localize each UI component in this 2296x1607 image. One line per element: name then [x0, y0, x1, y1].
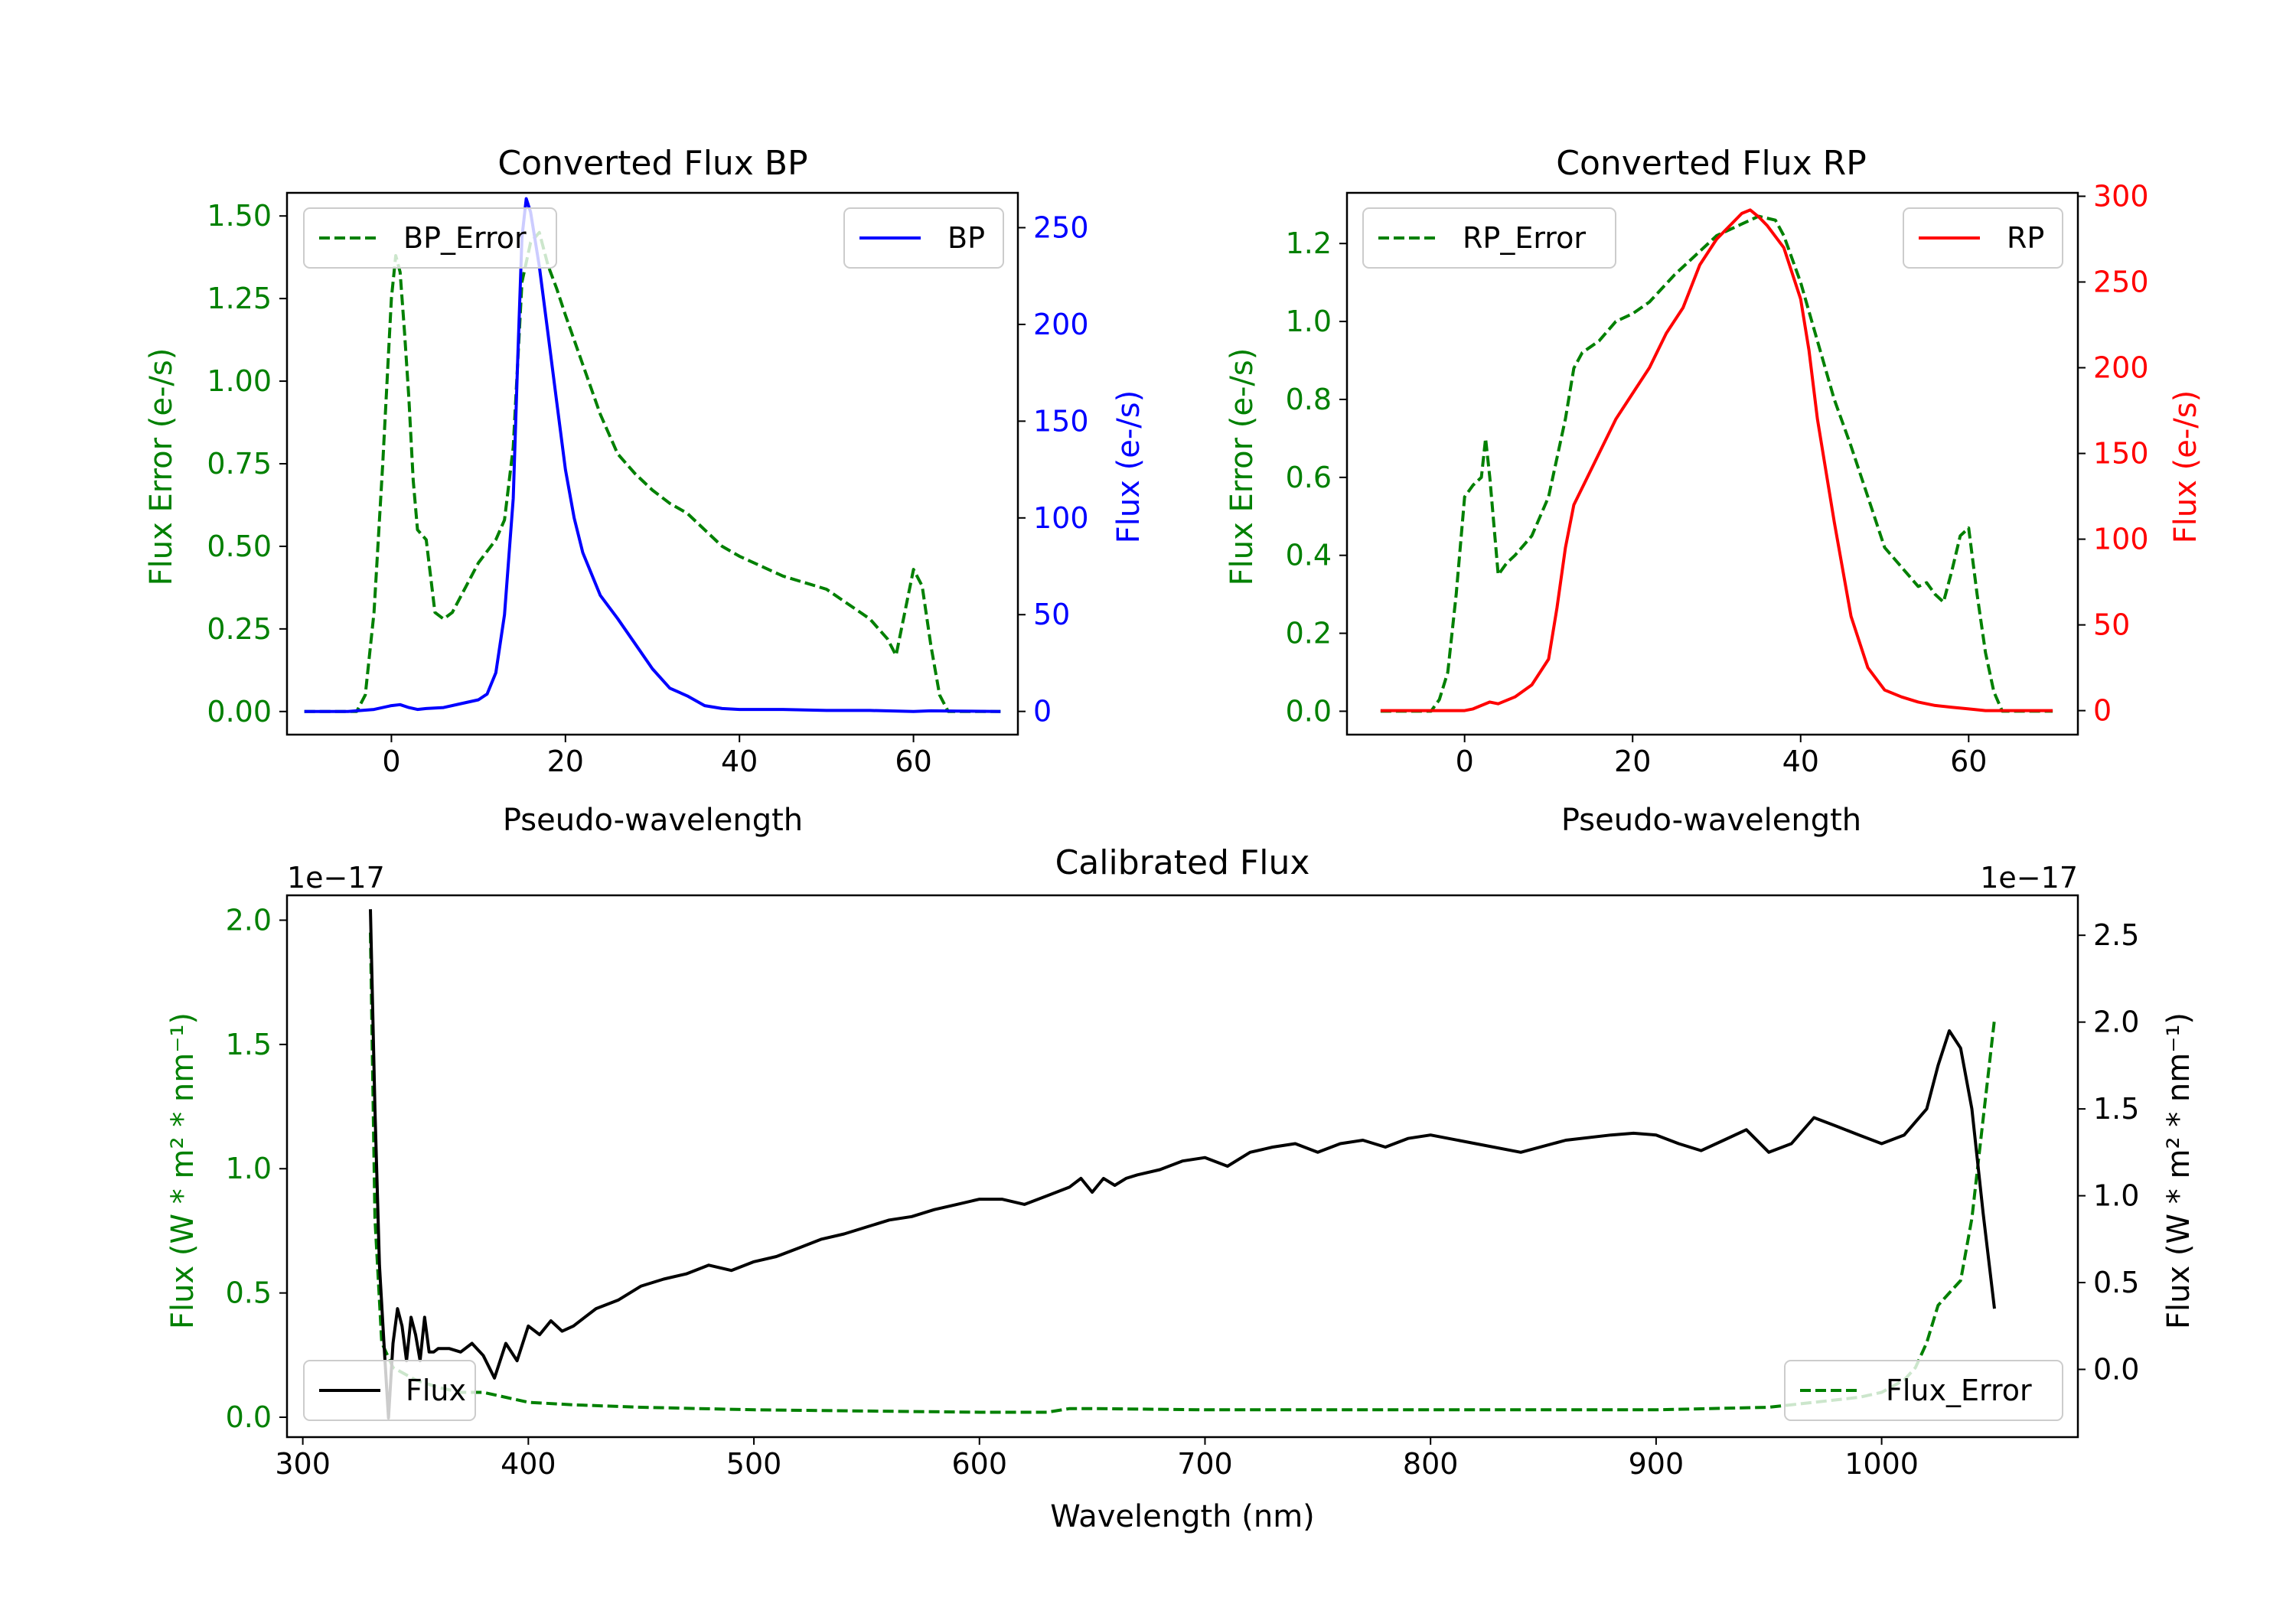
- rp-axes-frame: [1345, 191, 2079, 736]
- cal-xtick-label: 800: [1403, 1447, 1459, 1481]
- rp-ytick-left-label: 1.2: [1286, 227, 1332, 260]
- cal-ytick-left-label: 2.0: [226, 903, 272, 937]
- cal-xlabel: Wavelength (nm): [1050, 1499, 1315, 1534]
- bp-series-bp: [304, 197, 1001, 713]
- bp-xlabel: Pseudo-wavelength: [503, 803, 803, 838]
- cal-title: Calibrated Flux: [1055, 843, 1310, 882]
- cal-xtick-label: 300: [275, 1447, 331, 1481]
- cal-ytick-right-label: 0.0: [2093, 1353, 2139, 1387]
- cal-offset-right: 1e−17: [1980, 861, 2078, 895]
- cal-ytick-left-label: 1.0: [226, 1152, 272, 1185]
- bp-ytick-left-label: 0.50: [207, 530, 272, 563]
- rp-ytick-right-label: 300: [2093, 179, 2149, 213]
- rp-series-rp-error: [1380, 214, 2053, 713]
- calibrated-subplot: Calibrated Flux Wavelength (nm) Flux (W …: [165, 843, 2197, 1534]
- rp-series-rp: [1380, 208, 2053, 712]
- bp-ytick-left-label: 0.00: [207, 695, 272, 729]
- cal-xtick-label: 400: [501, 1447, 556, 1481]
- rp-xtick-label: 60: [1950, 745, 1987, 778]
- cal-ytick-right-label: 2.0: [2093, 1006, 2139, 1039]
- cal-axes-frame: [285, 894, 2079, 1439]
- cal-ylabel-left: Flux (W * m² * nm⁻¹): [165, 1012, 201, 1329]
- rp-ytick-left-label: 0.2: [1286, 617, 1332, 650]
- rp-ytick-right-label: 0: [2093, 694, 2112, 728]
- bp-xtick-label: 20: [547, 745, 584, 778]
- rp-ytick-right-label: 200: [2093, 351, 2149, 385]
- bp-ytick-left-label: 0.75: [207, 447, 272, 481]
- cal-ytick-right-label: 2.5: [2093, 918, 2139, 952]
- bp-xtick-label: 0: [382, 745, 400, 778]
- cal-ytick-right-label: 0.5: [2093, 1266, 2139, 1299]
- bp-ytick-right-label: 100: [1033, 501, 1089, 535]
- cal-offset-left: 1e−17: [287, 861, 385, 895]
- cal-ytick-right-label: 1.0: [2093, 1179, 2139, 1213]
- bp-legend-error-label: BP_Error: [403, 221, 527, 255]
- cal-xtick-label: 1000: [1844, 1447, 1919, 1481]
- bp-ytick-left-label: 1.50: [207, 199, 272, 233]
- rp-xlabel: Pseudo-wavelength: [1561, 803, 1861, 838]
- rp-ytick-left-label: 0.4: [1286, 539, 1332, 572]
- cal-ylabel-right: Flux (W * m² * nm⁻¹): [2161, 1012, 2197, 1329]
- cal-ytick-left-label: 1.5: [226, 1028, 272, 1061]
- bp-ytick-right-label: 150: [1033, 404, 1089, 438]
- bp-legend-flux: BP: [843, 207, 1004, 269]
- bp-ylabel-left: Flux Error (e-/s): [144, 348, 179, 586]
- rp-legend-flux-label: RP: [2007, 221, 2044, 255]
- cal-xtick-label: 500: [726, 1447, 782, 1481]
- rp-ytick-right-label: 100: [2093, 523, 2149, 556]
- bp-xtick-label: 40: [721, 745, 758, 778]
- rp-title: Converted Flux RP: [1556, 144, 1867, 183]
- rp-ytick-right-label: 50: [2093, 608, 2130, 642]
- bp-title: Converted Flux BP: [497, 144, 807, 183]
- cal-legend-flux: Flux: [303, 1360, 476, 1421]
- bp-ytick-right-label: 0: [1033, 695, 1052, 729]
- cal-ytick-right-label: 1.5: [2093, 1092, 2139, 1126]
- cal-legend-error-label: Flux_Error: [1886, 1374, 2032, 1407]
- rp-ylabel-left: Flux Error (e-/s): [1225, 348, 1260, 586]
- bp-ytick-right-label: 250: [1033, 211, 1089, 245]
- cal-ytick-left-label: 0.0: [226, 1400, 272, 1434]
- cal-xtick-label: 900: [1629, 1447, 1684, 1481]
- rp-ytick-left-label: 1.0: [1286, 305, 1332, 338]
- bp-legend-error: BP_Error: [303, 207, 557, 269]
- cal-legend-flux-label: Flux: [406, 1374, 466, 1407]
- bp-xtick-label: 60: [895, 745, 931, 778]
- rp-ytick-left-label: 0.6: [1286, 461, 1332, 494]
- cal-xtick-label: 700: [1177, 1447, 1233, 1481]
- cal-series-flux: [369, 909, 1996, 1420]
- rp-ylabel-right: Flux (e-/s): [2168, 390, 2203, 543]
- cal-legend-error: Flux_Error: [1784, 1360, 2063, 1421]
- bp-ytick-left-label: 1.25: [207, 282, 272, 315]
- rp-ytick-left-label: 0.8: [1286, 383, 1332, 416]
- rp-legend-error: RP_Error: [1362, 207, 1616, 269]
- bp-ytick-right-label: 50: [1033, 598, 1070, 631]
- rp-legend-flux: RP: [1903, 207, 2063, 269]
- bp-axes-frame: [285, 191, 1019, 736]
- cal-ytick-left-label: 0.5: [226, 1276, 272, 1310]
- bp-ytick-right-label: 200: [1033, 308, 1089, 341]
- bp-legend-flux-label: BP: [947, 221, 985, 255]
- rp-ytick-right-label: 250: [2093, 266, 2149, 299]
- bp-ylabel-right: Flux (e-/s): [1111, 390, 1146, 543]
- rp-legend-error-label: RP_Error: [1463, 221, 1586, 255]
- bp-ytick-left-label: 0.25: [207, 612, 272, 646]
- cal-xtick-label: 600: [951, 1447, 1007, 1481]
- bp-subplot: Converted Flux BP Pseudo-wavelength Flux…: [144, 144, 1146, 838]
- rp-xtick-label: 20: [1614, 745, 1651, 778]
- bp-ytick-left-label: 1.00: [207, 364, 272, 398]
- rp-ytick-right-label: 150: [2093, 437, 2149, 471]
- rp-ytick-left-label: 0.0: [1286, 694, 1332, 728]
- rp-xtick-label: 40: [1782, 745, 1819, 778]
- rp-xtick-label: 0: [1456, 745, 1474, 778]
- rp-subplot: Converted Flux RP Pseudo-wavelength Flux…: [1225, 144, 2203, 838]
